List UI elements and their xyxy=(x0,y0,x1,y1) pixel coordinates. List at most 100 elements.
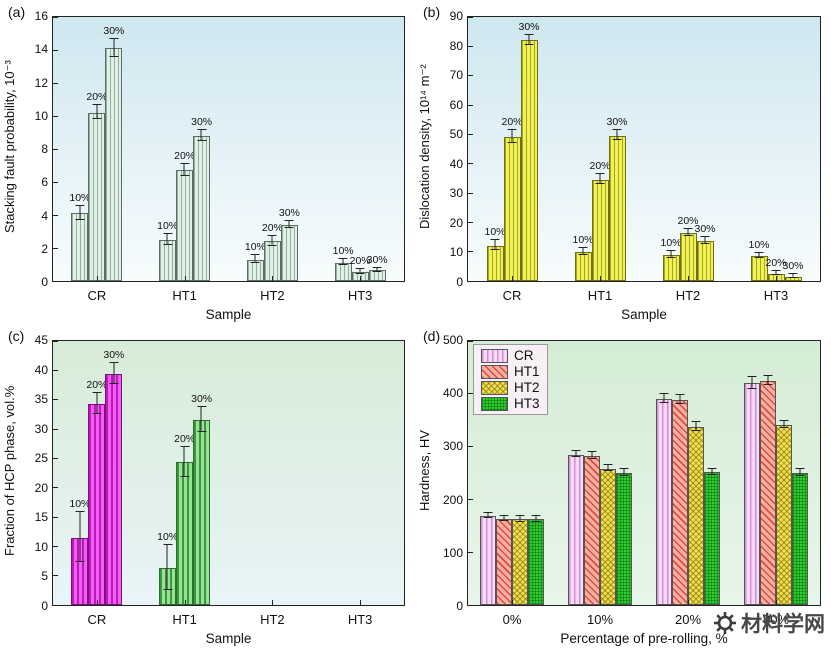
bar xyxy=(71,213,89,281)
panel-label-b: (b) xyxy=(423,4,441,20)
bar-slot xyxy=(760,341,776,605)
bar-group: 30% xyxy=(732,341,820,627)
bar xyxy=(480,516,496,605)
bar xyxy=(616,473,632,605)
bar-group: 10% 20% 30% HT1 xyxy=(141,17,229,303)
y-tick-mark xyxy=(53,604,58,606)
bar-slot: 10% xyxy=(484,17,506,281)
y-tick-mark xyxy=(468,251,473,253)
x-tick-label: HT2 xyxy=(260,288,285,303)
bar-slot: 20% xyxy=(349,17,371,281)
error-bar xyxy=(515,515,525,522)
y-tick-mark xyxy=(468,604,473,606)
bar xyxy=(193,420,211,605)
bar xyxy=(496,518,512,605)
bar-value-label: 30% xyxy=(278,206,300,219)
y-tick-mark xyxy=(468,221,473,223)
panel-b: (b) Dislocation density, 10¹⁴ m⁻² 0 10 20 3… xyxy=(415,0,831,324)
y-tick-label: 40 xyxy=(34,362,48,377)
y-tick-mark xyxy=(468,163,473,165)
x-tick-mark xyxy=(776,600,777,605)
bar-groups: 10% 20% 30% CR 10% 20% 30% HT1 10% 20% 30% HT2 10% 20… xyxy=(468,17,820,303)
bar xyxy=(193,135,211,281)
x-tick-label: HT2 xyxy=(260,612,285,627)
error-bar xyxy=(788,273,798,278)
y-axis-ticks-b: 0 10 20 30 40 50 60 70 80 90 xyxy=(431,9,465,289)
y-tick-mark xyxy=(53,340,58,342)
bar-value-label: 20% xyxy=(589,160,611,173)
y-tick-label: 500 xyxy=(442,333,463,347)
error-bar xyxy=(197,406,207,432)
bar xyxy=(503,137,521,281)
plot-area-b: 10% 20% 30% CR 10% 20% 30% HT1 10% 20% 30% HT2 10% 20… xyxy=(467,16,821,303)
error-bar xyxy=(524,34,534,45)
legend-label: HT1 xyxy=(514,364,540,379)
bar xyxy=(280,224,298,281)
error-bar xyxy=(75,204,85,220)
bar-value-label: 20% xyxy=(174,149,196,162)
legend: CR HT1 HT2 HT3 xyxy=(473,344,548,415)
legend-item: HT1 xyxy=(481,364,540,379)
bar-value-label: 10% xyxy=(69,497,91,510)
bar-slot: 30% xyxy=(191,17,212,281)
y-tick-mark xyxy=(53,247,58,249)
error-bar xyxy=(499,514,509,522)
bar-slot: 30% xyxy=(606,17,628,281)
legend-swatch xyxy=(481,396,508,411)
bar-value-label: 10% xyxy=(332,245,354,258)
legend-item: HT2 xyxy=(481,380,540,395)
bar-value-label: 20% xyxy=(86,378,108,391)
x-tick-label: HT2 xyxy=(675,288,701,303)
bar xyxy=(88,112,106,281)
error-bar xyxy=(754,251,764,259)
y-tick-mark xyxy=(53,457,58,459)
bar xyxy=(679,232,697,281)
bar-slot xyxy=(600,341,616,605)
y-tick-label: 4 xyxy=(41,208,48,223)
y-tick-mark xyxy=(468,498,473,500)
bar-group: 10% 20% 30% HT2 xyxy=(644,17,732,303)
error-bar xyxy=(578,246,588,255)
bar-group: 10% 20% 30% CR xyxy=(53,17,141,303)
error-bar xyxy=(683,227,693,236)
y-tick-mark xyxy=(53,280,58,282)
y-tick-mark xyxy=(468,45,473,47)
legend-swatch xyxy=(481,364,508,379)
bar-slot xyxy=(264,341,281,605)
x-tick-label: HT3 xyxy=(347,288,373,303)
x-tick-mark xyxy=(272,276,274,281)
y-tick-mark xyxy=(53,545,58,547)
bar-slot: 30% xyxy=(694,17,716,281)
y-tick-mark xyxy=(468,280,473,282)
y-tick-mark xyxy=(53,82,58,84)
bar xyxy=(176,462,194,605)
bar xyxy=(696,241,714,281)
x-tick-mark xyxy=(600,276,601,281)
error-bar xyxy=(675,393,685,405)
x-tick-mark xyxy=(184,600,186,605)
error-bar xyxy=(700,236,710,245)
legend-swatch xyxy=(481,380,508,395)
bar-value-label: 30% xyxy=(103,25,125,38)
bar-slot xyxy=(792,341,808,605)
bar-slot: 30% xyxy=(103,17,125,281)
y-tick-label: 12 xyxy=(34,75,48,90)
legend-label: HT2 xyxy=(514,380,540,395)
bar xyxy=(105,48,123,281)
y-tick-mark xyxy=(53,516,58,518)
bar-value-label: 20% xyxy=(349,255,371,268)
error-bar xyxy=(197,128,207,141)
bar xyxy=(662,254,680,281)
error-bar xyxy=(355,268,365,274)
bar-value-label: 30% xyxy=(782,260,804,273)
bar-value-label: 20% xyxy=(174,432,196,445)
y-tick-label: 15 xyxy=(34,510,48,525)
bar-group: 20% xyxy=(644,341,732,627)
bar-group: 10% 20% 30% HT3 xyxy=(316,17,404,303)
error-bar xyxy=(587,451,597,459)
error-bar xyxy=(250,254,260,263)
x-tick-mark xyxy=(600,600,601,605)
bar xyxy=(88,403,106,605)
y-tick-label: 8 xyxy=(41,142,48,156)
